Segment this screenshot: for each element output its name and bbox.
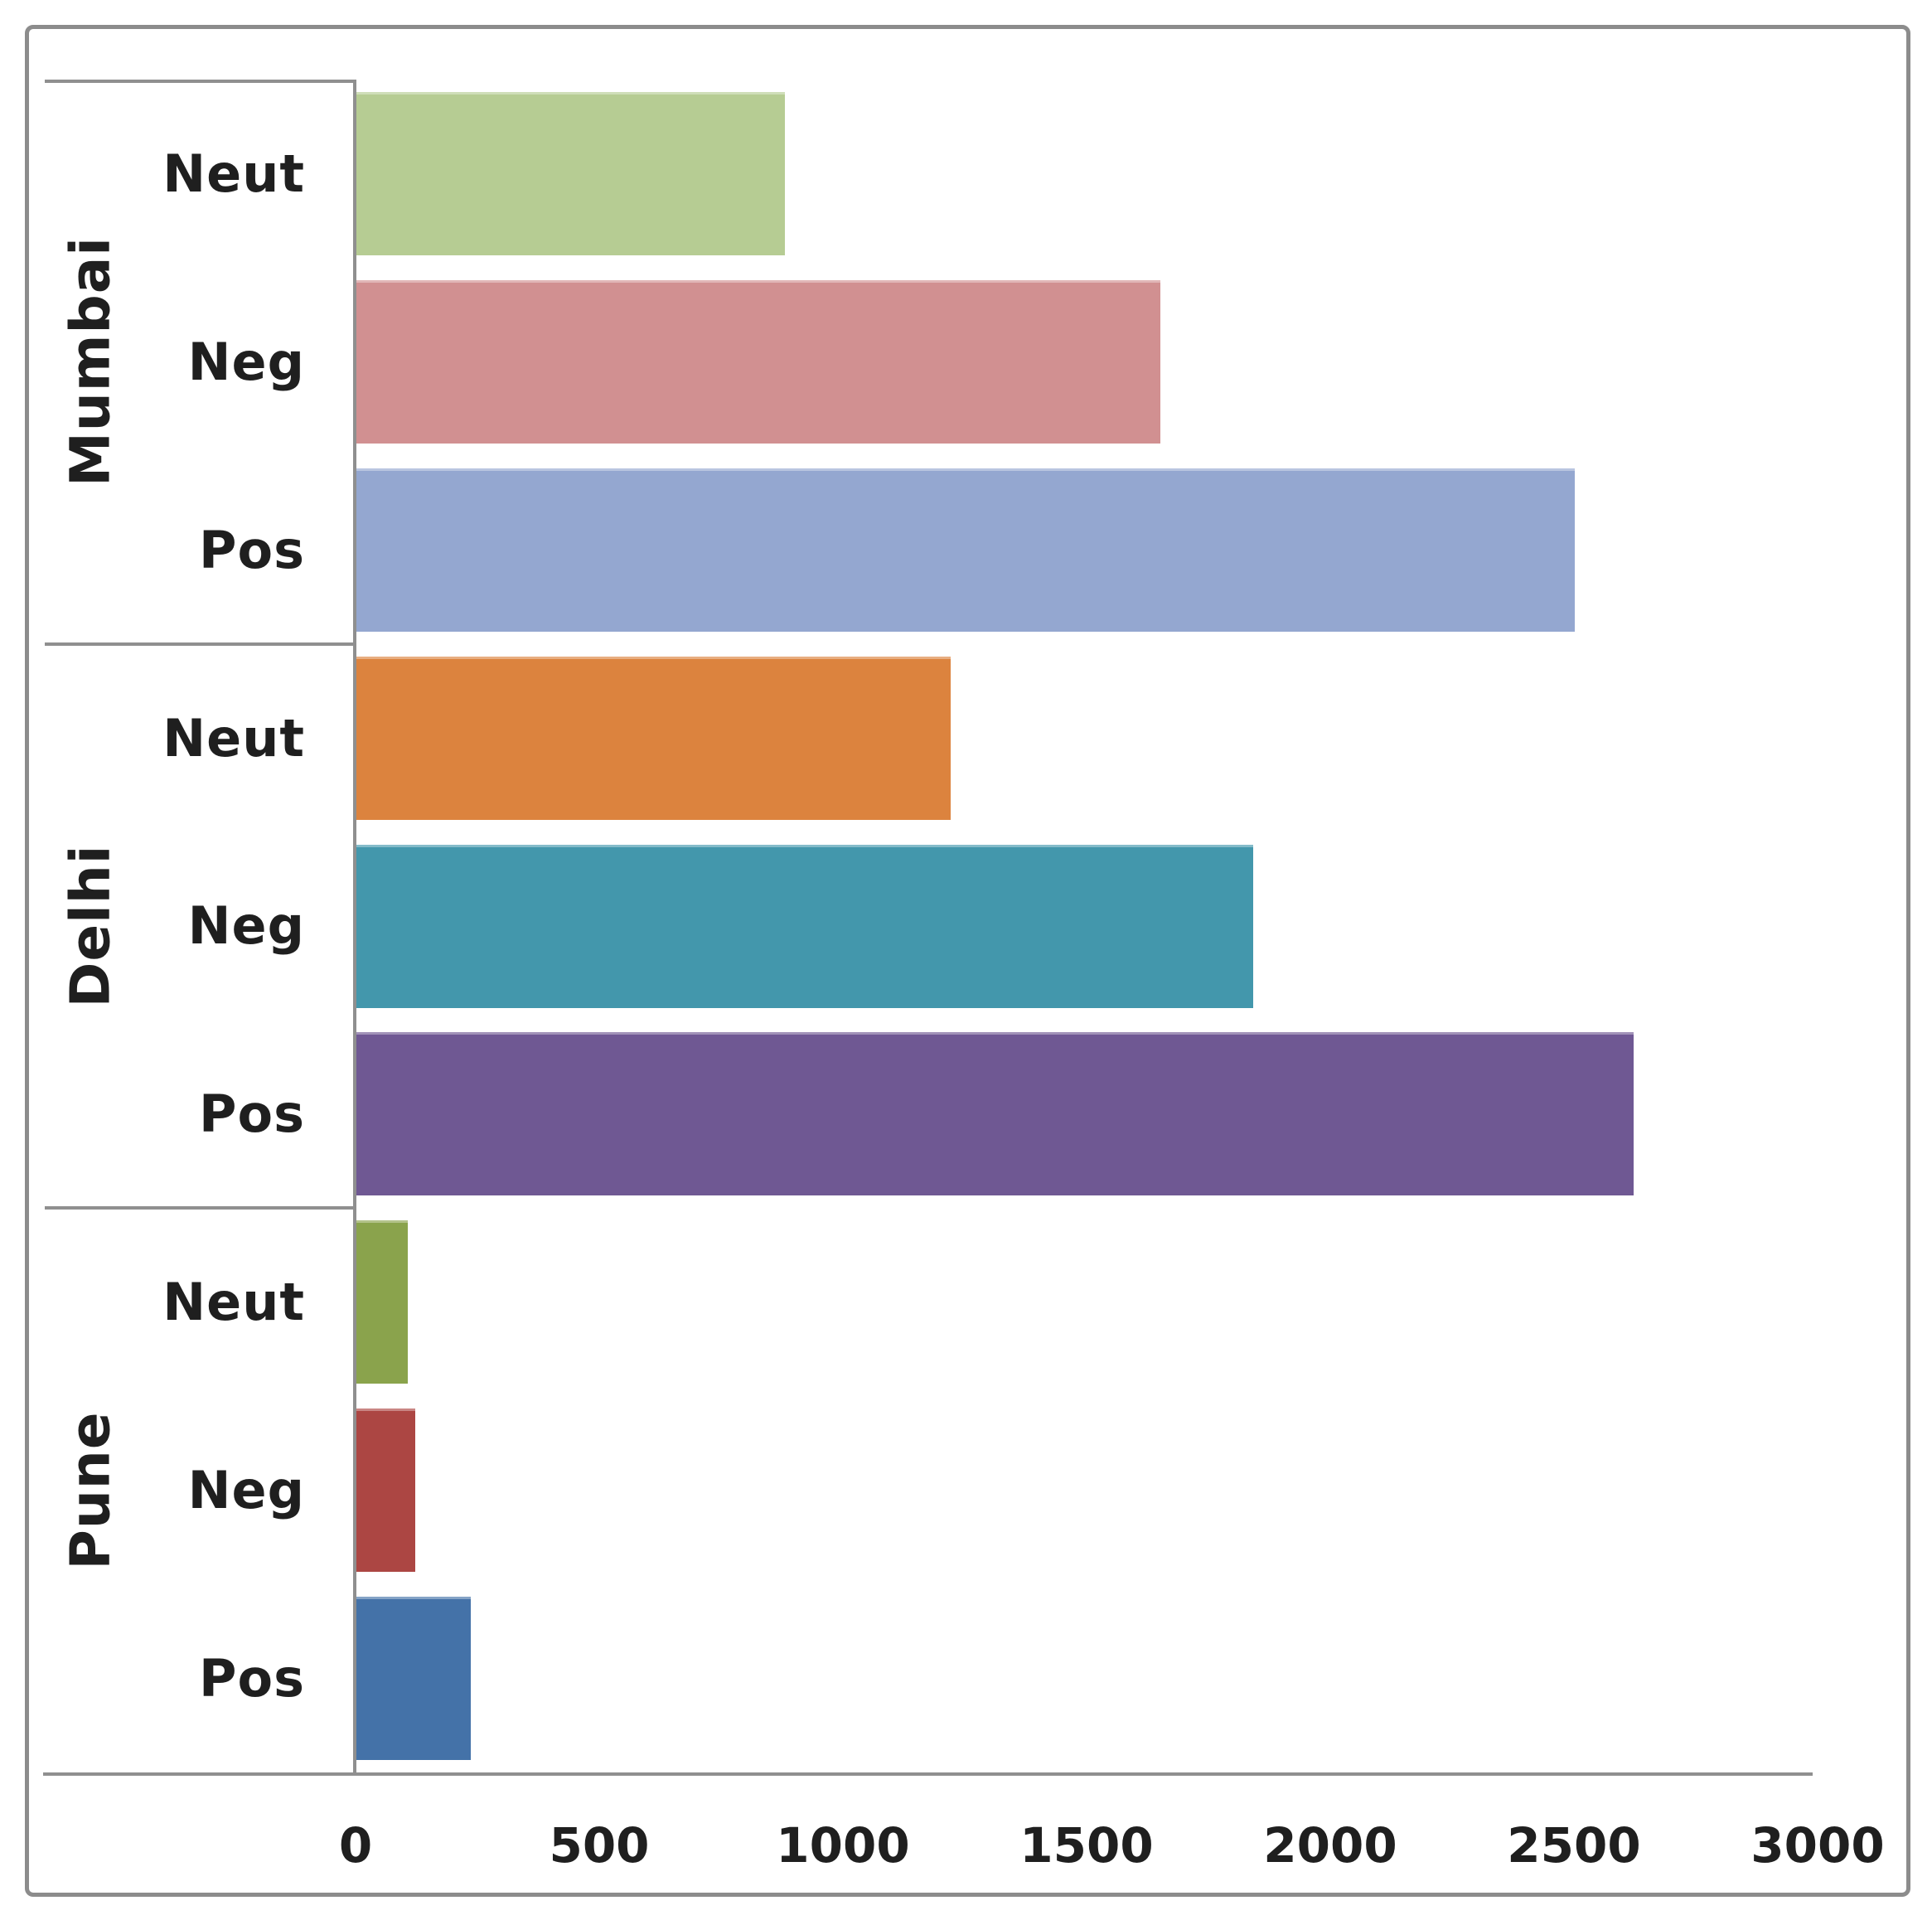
bar-mumbai-pos [356,468,1575,632]
x-tick-label: 2500 [1507,1817,1641,1874]
bar-pune-neut [356,1220,408,1384]
x-axis-line [43,1772,1813,1776]
bar-delhi-pos [356,1032,1634,1196]
x-tick-label: 1500 [1019,1817,1154,1874]
category-label-mumbai-neut: Neut [162,143,305,204]
category-label-delhi-neut: Neut [162,707,305,768]
category-axis-line [353,80,356,1776]
bar-delhi-neg [356,844,1253,1008]
bar-delhi-neut [356,656,951,820]
group-separator-line [45,642,356,646]
x-tick-label: 0 [338,1817,373,1874]
category-label-pune-neut: Neut [162,1272,305,1333]
label-box-top-line [45,80,356,83]
bar-mumbai-neg [356,279,1160,444]
x-tick-label: 500 [549,1817,650,1874]
x-tick-label: 3000 [1750,1817,1885,1874]
bar-pune-pos [356,1597,471,1761]
category-label-delhi-pos: Pos [199,1084,305,1145]
bar-mumbai-neut [356,91,785,255]
category-label-pune-neg: Neg [187,1460,305,1521]
category-label-delhi-neg: Neg [187,895,305,957]
bar-pune-neg [356,1408,415,1573]
group-separator-line [45,1206,356,1210]
category-label-pune-pos: Pos [199,1648,305,1709]
x-tick-label: 2000 [1263,1817,1397,1874]
category-label-mumbai-neg: Neg [187,331,305,392]
x-tick-label: 1000 [776,1817,910,1874]
category-label-mumbai-pos: Pos [199,519,305,580]
